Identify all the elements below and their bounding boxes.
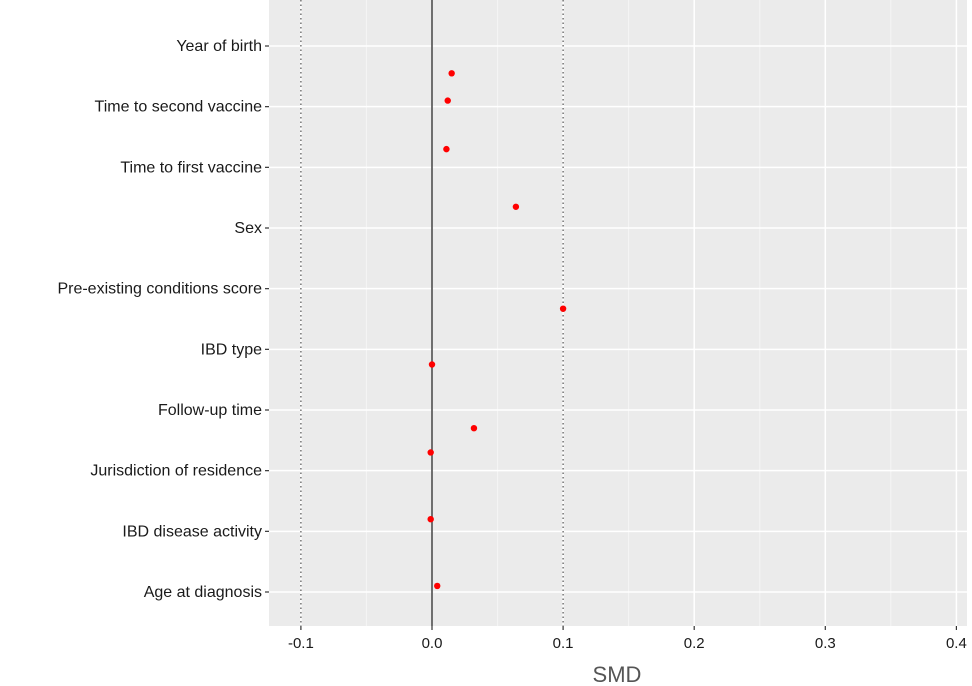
minor-gridlines [365, 0, 892, 626]
y-axis: Year of birth Time to second vaccine Time … [57, 38, 269, 601]
data-point [443, 145, 450, 153]
y-tick-label: IBD disease activity [122, 523, 262, 540]
data-point [434, 582, 441, 590]
data-point [448, 70, 455, 77]
data-point [444, 97, 451, 104]
x-tick-label: 0.1 [553, 635, 574, 652]
y-tick-label: Year of birth [176, 38, 262, 55]
y-tick-label: Pre-existing conditions score [57, 281, 262, 298]
x-axis: -0.1 0.0 0.1 0.2 0.3 0.4 [288, 626, 967, 652]
x-tick-label: 0.3 [815, 635, 836, 652]
data-point [559, 305, 567, 312]
x-axis-title: SMD [593, 662, 642, 686]
y-tick-label: Time to second vaccine [95, 99, 263, 116]
y-tick-label: Follow-up time [158, 402, 262, 419]
plot-panel [269, 0, 967, 626]
data-point [512, 203, 520, 210]
y-tick-label: Jurisdiction of residence [90, 463, 262, 480]
x-tick-label: 0.2 [684, 635, 705, 652]
x-tick-label: 0.4 [946, 635, 967, 652]
data-point [427, 449, 434, 456]
y-tick-label: Age at diagnosis [144, 584, 262, 601]
x-tick-label: 0.0 [422, 635, 443, 652]
data-points [427, 70, 567, 590]
x-tick-label: -0.1 [288, 635, 314, 652]
data-point [470, 425, 478, 432]
data-point [428, 361, 436, 368]
y-tick-label: IBD type [201, 341, 262, 358]
y-tick-label: Sex [234, 220, 262, 237]
data-point [427, 516, 434, 523]
y-tick-label: Time to first vaccine [120, 159, 262, 176]
